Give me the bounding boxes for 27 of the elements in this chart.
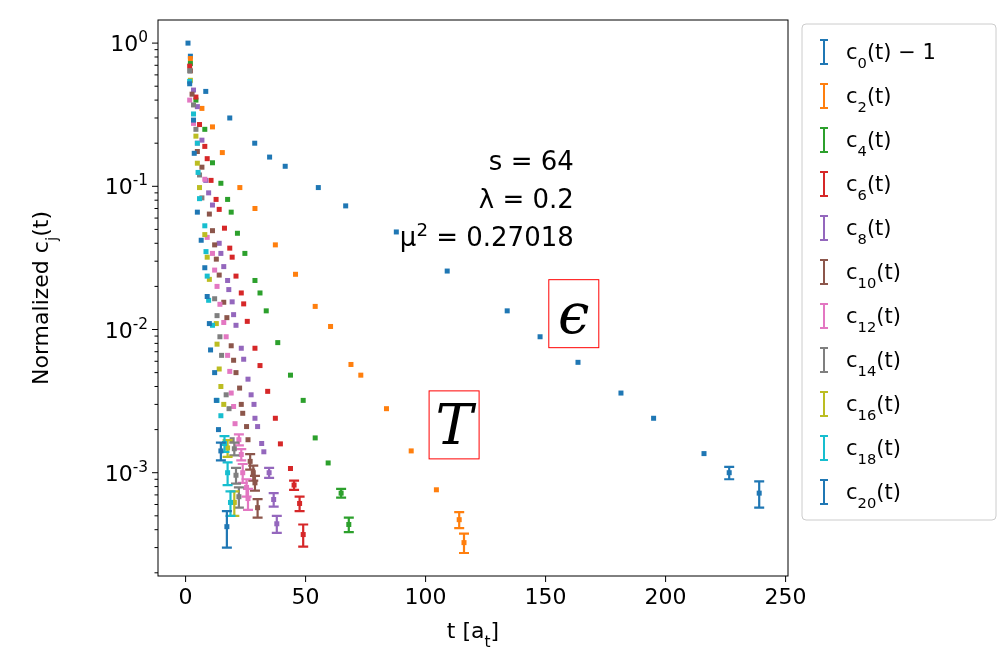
legend-label: c$_{16}$(t) [846, 392, 901, 423]
x-tick-label: 250 [764, 584, 807, 609]
x-tick-label: 150 [524, 584, 567, 609]
y-tick-label: 10$^{0}$ [110, 28, 148, 57]
annotation: λ = 0.2 [478, 184, 574, 214]
y-tick-label: 10$^{-1}$ [104, 171, 148, 200]
annotation: s = 64 [488, 146, 574, 176]
legend-label: c$_{8}$(t) [846, 216, 892, 247]
x-axis-title: t [a$_{t}$] [446, 618, 500, 651]
y-tick-label: 10$^{-3}$ [104, 457, 148, 486]
x-tick-label: 200 [644, 584, 687, 609]
legend-label: c$_{2}$(t) [846, 84, 892, 115]
legend-label: c$_{6}$(t) [846, 172, 892, 203]
legend-label: c$_{12}$(t) [846, 304, 901, 335]
legend-label: c$_{10}$(t) [846, 260, 901, 291]
x-tick-label: 0 [178, 584, 193, 609]
legend-label: c$_{18}$(t) [846, 436, 901, 467]
annotation: ϵ [558, 280, 590, 346]
legend-label: c$_{20}$(t) [846, 480, 901, 511]
annotation: μ$^{2}$ = 0.27018 [399, 218, 574, 252]
y-tick-label: 10$^{-2}$ [104, 314, 148, 343]
legend-label: c$_{14}$(t) [846, 348, 901, 379]
legend-label: c$_{4}$(t) [846, 128, 892, 159]
x-tick-label: 100 [404, 584, 447, 609]
legend-label: c$_{0}$(t) − 1 [846, 40, 936, 71]
annotation: T [435, 391, 477, 457]
x-tick-label: 50 [291, 584, 320, 609]
